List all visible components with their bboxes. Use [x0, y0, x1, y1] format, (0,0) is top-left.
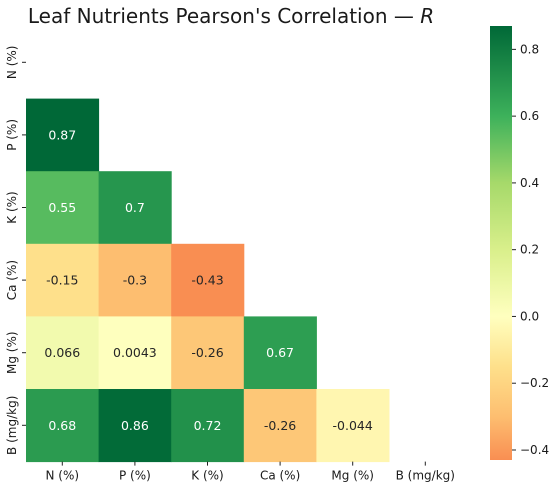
cell-b-mg-kg-ca-label: -0.26 [264, 418, 296, 433]
y-tick-label-p: P (%) [5, 119, 19, 151]
colorbar-tick-label-0-4: −0.4 [520, 443, 549, 457]
cell-b-mg-kg-k-label: 0.72 [194, 418, 222, 433]
cell-mg-ca [243, 316, 317, 390]
colorbar-tick-label-0-4: 0.4 [520, 176, 539, 190]
chart-title: Leaf Nutrients Pearson's Correlation — R [0, 4, 462, 28]
y-tick-label-ca: Ca (%) [5, 260, 19, 300]
y-tick-label-b-mg-kg: B (mg/kg) [5, 396, 19, 455]
cell-mg-n [26, 316, 100, 390]
colorbar-tick-label-0-6: 0.6 [520, 109, 539, 123]
colorbar-tick-label-0: 0.0 [520, 309, 539, 323]
x-tick-label-k: K (%) [191, 469, 223, 483]
colorbar-gradient [490, 26, 512, 460]
cell-p-n [26, 98, 100, 172]
cell-b-mg-kg-k [171, 389, 245, 463]
cell-ca-p [98, 243, 172, 317]
cell-k-n [26, 171, 100, 245]
cell-k-p-label: 0.7 [125, 200, 145, 215]
cell-b-mg-kg-p-label: 0.86 [121, 418, 149, 433]
cell-mg-n-label: 0.066 [44, 345, 80, 360]
cell-b-mg-kg-p [98, 389, 172, 463]
colorbar-tick-label-0-2: 0.2 [520, 243, 539, 257]
cell-ca-n-label: -0.15 [46, 273, 78, 288]
cell-b-mg-kg-mg [316, 389, 390, 463]
x-tick-label-p: P (%) [119, 469, 151, 483]
heatmap-cells: 0.87 0.55 0.7 -0.15 -0.3 -0.43 0.066 0.0043 -0.2… [26, 98, 390, 463]
cell-ca-n [26, 243, 100, 317]
cell-b-mg-kg-n [26, 389, 100, 463]
x-tick-label-b-mg-kg: B (mg/kg) [396, 469, 455, 483]
y-tick-label-mg: Mg (%) [5, 331, 19, 374]
colorbar-tick-label-0-8: 0.8 [520, 42, 539, 56]
colorbar: 0.8 0.6 0.4 0.2 0.0 −0.2 −0.4 [490, 26, 549, 460]
x-tick-label-ca: Ca (%) [260, 469, 300, 483]
cell-p-n-label: 0.87 [48, 127, 76, 142]
cell-ca-k [171, 243, 245, 317]
y-tick-label-n: N (%) [5, 46, 19, 80]
cell-b-mg-kg-ca [243, 389, 317, 463]
cell-mg-p [98, 316, 172, 390]
cell-b-mg-kg-n-label: 0.68 [48, 418, 76, 433]
y-tick-labels: N (%) P (%) K (%) Ca (%) Mg (%) B (mg/kg) [5, 46, 26, 455]
cell-b-mg-kg-mg-label: -0.044 [333, 418, 373, 433]
chart-title-italic: R [420, 4, 435, 28]
x-tick-label-mg: Mg (%) [331, 469, 374, 483]
cell-k-n-label: 0.55 [48, 200, 76, 215]
cell-mg-ca-label: 0.67 [266, 345, 294, 360]
y-tick-label-k: K (%) [5, 191, 19, 223]
cell-ca-p-label: -0.3 [123, 273, 147, 288]
cell-mg-p-label: 0.0043 [113, 345, 157, 360]
colorbar-tick-label-0-2: −0.2 [520, 376, 549, 390]
cell-k-p [98, 171, 172, 245]
cell-mg-k [171, 316, 245, 390]
x-tick-labels: N (%) P (%) K (%) Ca (%) Mg (%) B (mg/kg) [46, 461, 455, 483]
chart-title-text: Leaf Nutrients Pearson's Correlation — [27, 4, 421, 28]
cell-mg-k-label: -0.26 [191, 345, 223, 360]
x-tick-label-n: N (%) [46, 469, 80, 483]
cell-ca-k-label: -0.43 [191, 273, 223, 288]
